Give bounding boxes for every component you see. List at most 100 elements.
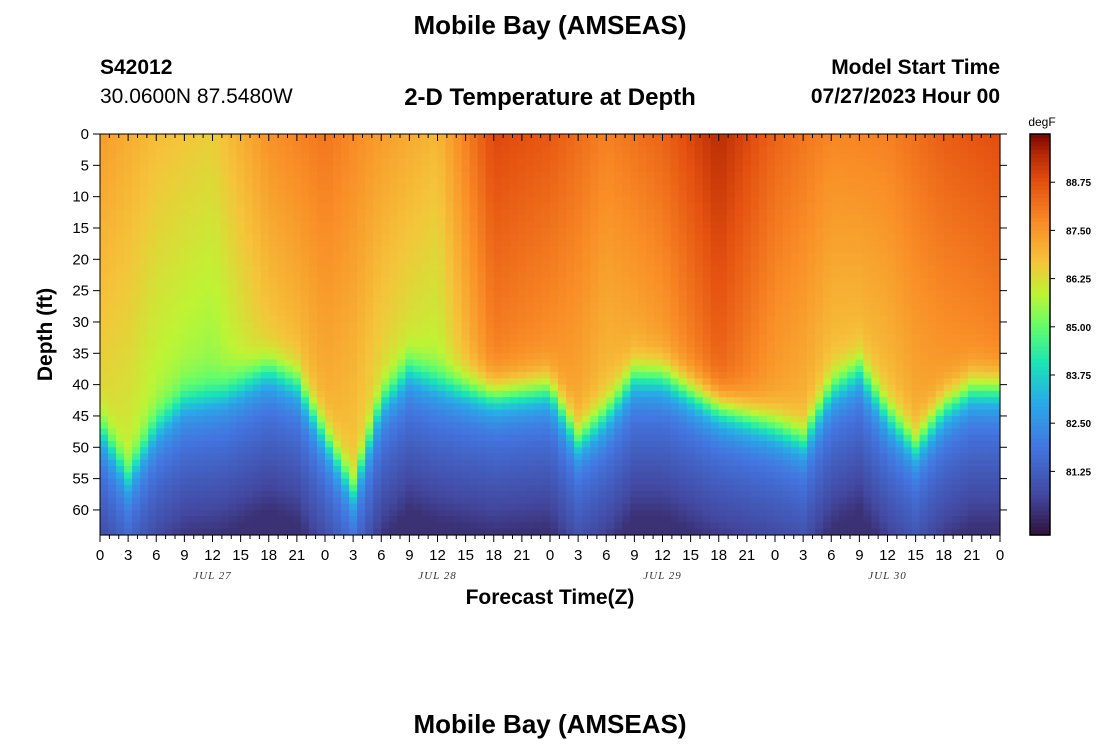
- heatmap-cell: [670, 328, 680, 336]
- heatmap-cell: [694, 447, 704, 455]
- heatmap-cell: [164, 240, 173, 248]
- heatmap-cell: [228, 503, 238, 511]
- heatmap-cell: [461, 528, 471, 536]
- heatmap-cell: [381, 384, 390, 392]
- heatmap-cell: [429, 378, 439, 386]
- heatmap-cell: [389, 397, 398, 405]
- heatmap-cell: [292, 328, 302, 336]
- heatmap-cell: [525, 359, 535, 367]
- heatmap-cell: [550, 428, 559, 436]
- heatmap-cell: [662, 516, 672, 524]
- heatmap-cell: [397, 466, 406, 473]
- heatmap-cell: [662, 140, 672, 148]
- heatmap-cell: [469, 152, 479, 160]
- heatmap-cell: [421, 340, 431, 348]
- heatmap-cell: [405, 234, 414, 242]
- heatmap-cell: [437, 428, 447, 436]
- heatmap-cell: [212, 528, 222, 536]
- heatmap-cell: [244, 390, 254, 398]
- heatmap-cell: [590, 472, 599, 480]
- heatmap-cell: [140, 390, 149, 398]
- heatmap-cell: [325, 240, 334, 248]
- heatmap-cell: [646, 340, 656, 348]
- heatmap-cell: [148, 209, 157, 217]
- heatmap-cell: [501, 159, 511, 166]
- heatmap-cell: [485, 365, 495, 373]
- heatmap-cell: [445, 284, 455, 292]
- heatmap-cell: [437, 265, 447, 273]
- heatmap-cell: [260, 265, 270, 273]
- heatmap-cell: [501, 321, 511, 329]
- heatmap-cell: [686, 159, 696, 166]
- heatmap-cell: [156, 215, 165, 223]
- heatmap-cell: [228, 253, 238, 260]
- heatmap-cell: [429, 384, 439, 392]
- heatmap-cell: [389, 459, 398, 467]
- heatmap-cell: [445, 290, 455, 298]
- heatmap-cell: [678, 397, 688, 405]
- heatmap-cell: [349, 209, 358, 217]
- heatmap-cell: [300, 478, 310, 486]
- heatmap-cell: [541, 365, 551, 373]
- heatmap-cell: [357, 259, 366, 267]
- heatmap-cell: [678, 472, 688, 480]
- heatmap-cell: [156, 227, 165, 235]
- heatmap-cell: [124, 177, 133, 185]
- heatmap-cell: [630, 447, 639, 455]
- heatmap-cell: [236, 466, 246, 473]
- heatmap-cell: [493, 403, 503, 411]
- heatmap-cell: [525, 165, 535, 173]
- heatmap-cell: [501, 359, 511, 367]
- heatmap-cell: [116, 390, 125, 398]
- heatmap-cell: [188, 491, 198, 499]
- heatmap-cell: [662, 215, 672, 223]
- heatmap-cell: [405, 290, 414, 298]
- heatmap-cell: [582, 497, 591, 505]
- heatmap-cell: [541, 428, 551, 436]
- heatmap-cell: [228, 202, 238, 210]
- heatmap-cell: [509, 171, 519, 179]
- heatmap-cell: [349, 334, 358, 342]
- heatmap-cell: [316, 478, 326, 486]
- heatmap-cell: [164, 522, 173, 530]
- heatmap-cell: [469, 240, 479, 248]
- heatmap-cell: [300, 353, 310, 361]
- heatmap-cell: [268, 522, 278, 530]
- heatmap-cell: [413, 321, 423, 329]
- heatmap-cell: [172, 340, 181, 348]
- heatmap-cell: [646, 453, 656, 461]
- heatmap-cell: [381, 347, 390, 354]
- heatmap-cell: [558, 359, 567, 367]
- heatmap-cell: [188, 221, 198, 229]
- heatmap-cell: [228, 165, 238, 173]
- heatmap-cell: [220, 328, 230, 336]
- heatmap-cell: [180, 441, 189, 448]
- heatmap-cell: [196, 528, 206, 536]
- heatmap-cell: [156, 372, 165, 379]
- heatmap-cell: [397, 528, 406, 536]
- heatmap-cell: [461, 315, 471, 323]
- heatmap-cell: [485, 409, 495, 417]
- heatmap-cell: [148, 296, 157, 304]
- heatmap-cell: [606, 140, 615, 148]
- heatmap-cell: [469, 403, 479, 411]
- heatmap-cell: [220, 422, 230, 430]
- heatmap-cell: [606, 259, 615, 267]
- heatmap-cell: [678, 290, 688, 298]
- heatmap-cell: [381, 315, 390, 323]
- heatmap-cell: [718, 296, 728, 304]
- heatmap-cell: [333, 328, 342, 336]
- heatmap-cell: [373, 484, 382, 492]
- heatmap-cell: [493, 240, 503, 248]
- heatmap-cell: [646, 434, 656, 442]
- heatmap-cell: [405, 466, 414, 473]
- heatmap-cell: [550, 159, 559, 166]
- heatmap-cell: [453, 290, 463, 298]
- heatmap-cell: [140, 309, 149, 317]
- heatmap-cell: [566, 466, 575, 473]
- heatmap-cell: [276, 209, 286, 217]
- heatmap-cell: [606, 184, 615, 191]
- heatmap-cell: [614, 190, 623, 198]
- heatmap-cell: [614, 428, 623, 436]
- heatmap-cell: [606, 209, 615, 217]
